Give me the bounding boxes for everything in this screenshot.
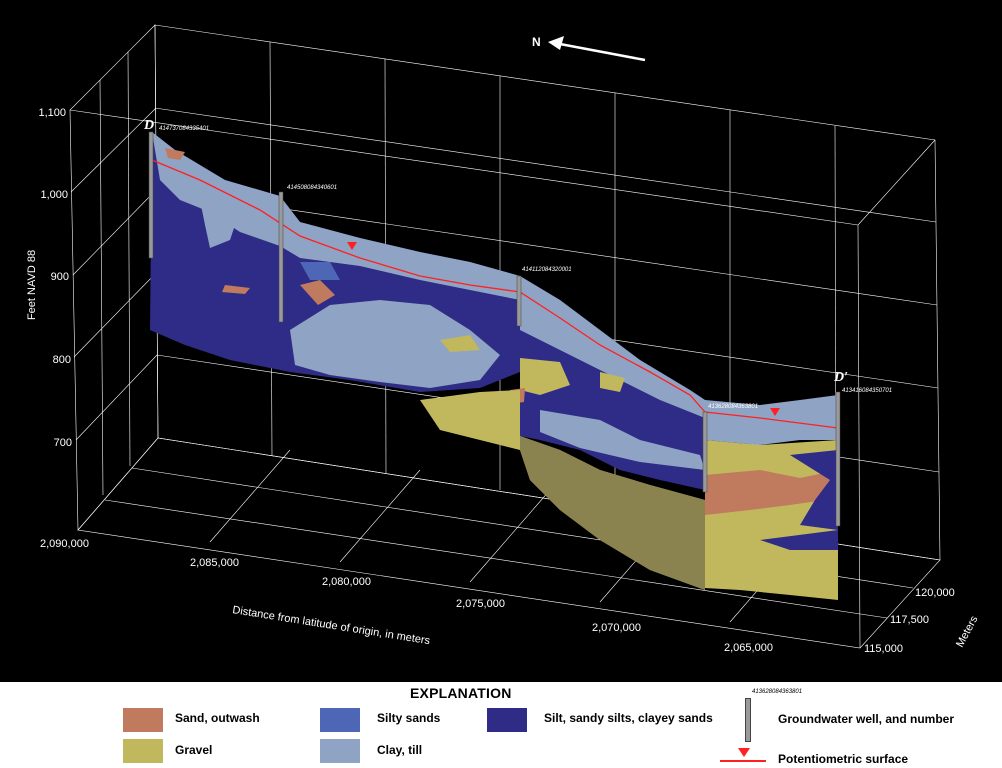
- potentiometric-legend-line: [720, 760, 766, 762]
- well-4: [702, 411, 708, 493]
- cross-section-diagram: 414737084335401 414508084340601 41411208…: [0, 0, 1002, 682]
- x-tick: 2,065,000: [724, 642, 773, 654]
- section-start-label: D: [143, 118, 154, 133]
- y-axis-label: Meters: [954, 614, 981, 650]
- x-tick: 2,070,000: [592, 622, 641, 634]
- well-legend-number: 413628084363801: [752, 689, 803, 695]
- legend-label-silty: Silty sands: [377, 711, 441, 725]
- geologic-units: [150, 132, 838, 600]
- well-3: [516, 275, 522, 327]
- legend-label-silt: Silt, sandy silts, clayey sands: [544, 711, 713, 725]
- swatch-gravel: [123, 739, 163, 763]
- legend-label-gravel: Gravel: [175, 743, 213, 757]
- unit-clay-top-left: [152, 132, 520, 300]
- unit-clay-mid: [520, 276, 705, 418]
- well-legend-icon: [745, 698, 751, 742]
- swatch-sand-outwash: [123, 708, 163, 732]
- unit-sand-3: [165, 148, 185, 160]
- swatch-clay-till: [320, 739, 360, 763]
- unit-gravel-shade: [520, 436, 705, 590]
- well-1: [148, 131, 154, 259]
- north-label: N: [532, 35, 541, 49]
- potentiometric-legend-icon: [738, 748, 750, 757]
- wells: [148, 131, 841, 527]
- legend: EXPLANATION Sand, outwash Gravel Silty s…: [0, 682, 1002, 768]
- x-tick: 2,090,000: [40, 538, 89, 550]
- y-tick: 115,000: [864, 643, 903, 655]
- unit-gravel-1: [440, 335, 480, 352]
- section-end-label: D′: [833, 370, 848, 385]
- legend-title: EXPLANATION: [410, 685, 512, 701]
- potentiometric-marker-1: [347, 242, 357, 250]
- legend-label-well: Groundwater well, and number: [778, 712, 955, 726]
- x-tick: 2,085,000: [190, 557, 239, 569]
- x-tick: 2,075,000: [456, 598, 505, 610]
- unit-clay-mid-2: [540, 410, 705, 470]
- unit-sand-1: [300, 280, 335, 305]
- well-label-5: 413416084350701: [842, 388, 892, 394]
- north-arrow: [548, 36, 646, 62]
- unit-gravel-mid: [520, 358, 570, 395]
- z-tick: 1,100: [38, 107, 66, 119]
- well-label-1: 414737084335401: [159, 126, 209, 132]
- unit-clay-lens-1: [200, 200, 240, 248]
- unit-silty-1: [300, 262, 340, 280]
- y-tick: 117,500: [890, 614, 929, 626]
- unit-sand-2: [222, 285, 250, 294]
- swatch-silty-sands: [320, 708, 360, 732]
- z-tick: 1,000: [40, 189, 68, 201]
- x-axis-label: Distance from latitude of origin, in met…: [232, 604, 432, 647]
- well-label-2: 414508084340601: [287, 185, 337, 191]
- swatch-silt-clayey: [487, 708, 527, 732]
- well-5: [835, 391, 841, 527]
- legend-label-sand: Sand, outwash: [175, 711, 260, 725]
- well-label-4: 413628084363801: [708, 404, 758, 410]
- x-tick: 2,080,000: [322, 576, 371, 588]
- unit-sand-right: [705, 470, 838, 515]
- well-label-3: 414112084320001: [522, 267, 572, 273]
- z-tick: 700: [54, 437, 72, 449]
- well-2: [278, 191, 284, 323]
- legend-label-clay: Clay, till: [377, 743, 423, 757]
- y-tick: 120,000: [915, 587, 955, 599]
- unit-silt-right-2: [760, 530, 838, 550]
- z-axis-label: Feet NAVD 88: [26, 250, 38, 320]
- legend-label-potentiometric: Potentiometric surface: [778, 752, 909, 766]
- unit-clay-lens-2: [290, 300, 500, 388]
- potentiometric-marker-2: [770, 408, 780, 416]
- unit-silt-right: [790, 450, 838, 530]
- unit-gravel-mid-2: [600, 372, 625, 392]
- z-tick: 900: [51, 271, 69, 283]
- z-tick: 800: [53, 354, 71, 366]
- diagram-svg: 414737084335401 414508084340601 41411208…: [26, 24, 981, 655]
